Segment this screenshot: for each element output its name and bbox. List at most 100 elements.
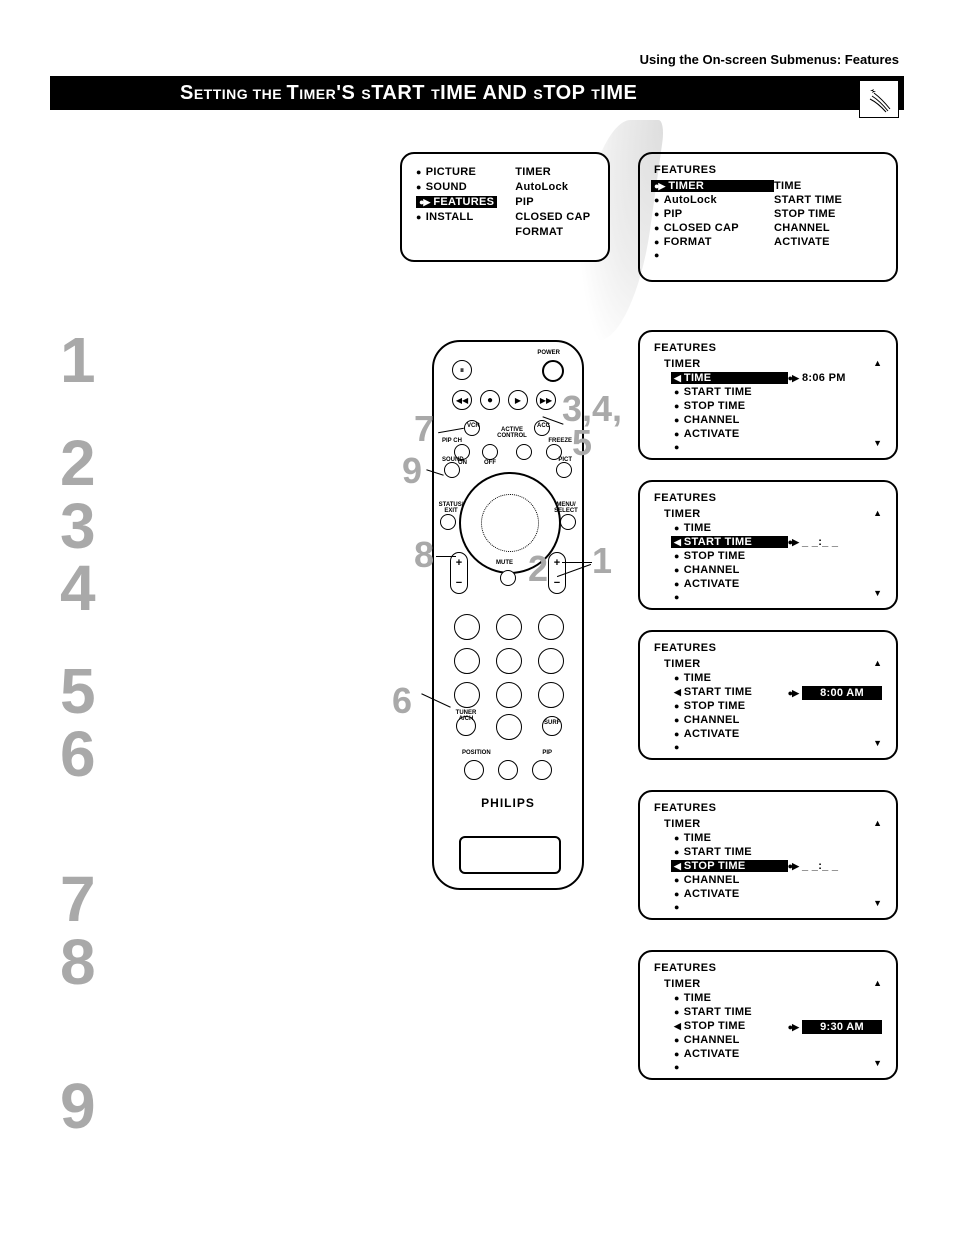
position-label: POSITION bbox=[462, 750, 491, 756]
step-6: 6 bbox=[60, 724, 96, 785]
feat-item: ◀ STOP TIME bbox=[674, 1020, 788, 1032]
box-title: FEATURES bbox=[654, 962, 882, 974]
step-5: 5 bbox=[60, 661, 96, 722]
feat-value: ●▶ 8:00 AM bbox=[788, 686, 882, 700]
box-subtitle: TIMER bbox=[664, 658, 882, 670]
up-arrow-icon: ▲ bbox=[873, 658, 882, 668]
num-0[interactable] bbox=[496, 714, 522, 740]
submenu-item: PIP bbox=[515, 196, 590, 208]
mute-button[interactable] bbox=[500, 570, 516, 586]
num-3[interactable] bbox=[538, 614, 564, 640]
pip-center-button[interactable] bbox=[498, 760, 518, 780]
nav-ring-inner bbox=[481, 494, 539, 552]
active-control-label: ACTIVECONTROL bbox=[492, 427, 532, 439]
callout-8: 8 bbox=[414, 534, 434, 576]
box-title: FEATURES bbox=[654, 642, 882, 654]
num-5[interactable] bbox=[496, 648, 522, 674]
num-1[interactable] bbox=[454, 614, 480, 640]
surf-button[interactable] bbox=[542, 716, 562, 736]
main-menu-left: ● PICTURE● SOUND●▶ FEATURES● INSTALL bbox=[416, 166, 497, 238]
left-rocker[interactable]: +− bbox=[450, 552, 468, 594]
down-arrow-icon: ▼ bbox=[873, 588, 882, 598]
feat-item: ● CHANNEL bbox=[674, 714, 788, 726]
feat-right-item: ACTIVATE bbox=[774, 236, 842, 248]
box-subtitle: TIMER bbox=[664, 508, 882, 520]
feat-value: ●▶ _ _:_ _ bbox=[788, 860, 882, 872]
pause-button[interactable]: ⏸ bbox=[452, 360, 472, 380]
box-subtitle: TIMER bbox=[664, 358, 882, 370]
feat-item: ● ACTIVATE bbox=[674, 1048, 788, 1060]
feat-item: ● CHANNEL bbox=[674, 1034, 788, 1046]
feat-item: ● TIME bbox=[674, 672, 788, 684]
num-7[interactable] bbox=[454, 682, 480, 708]
feat-right-item: CHANNEL bbox=[774, 222, 842, 234]
up-arrow-icon: ▲ bbox=[873, 818, 882, 828]
callout-line-8 bbox=[436, 556, 456, 557]
feat-item: ● FORMAT bbox=[654, 236, 774, 248]
feat-item: ◀ STOP TIME bbox=[671, 860, 788, 872]
menu-item: ● PICTURE bbox=[416, 166, 497, 178]
record-button[interactable]: ● bbox=[480, 390, 500, 410]
callout-6: 6 bbox=[392, 680, 412, 722]
feat-item: ● AutoLock bbox=[654, 194, 774, 206]
feat-item: ● TIME bbox=[674, 522, 788, 534]
step-2: 2 bbox=[60, 433, 96, 494]
power-button[interactable] bbox=[542, 360, 564, 382]
pip-label: PIP bbox=[542, 750, 552, 756]
feat-value: ●▶ 9:30 AM bbox=[788, 1020, 882, 1034]
page-title-bar: SETTING THE TIMER'S START TIME AND STOP … bbox=[50, 76, 904, 110]
menu-label: MENU/ SELECT bbox=[550, 502, 582, 514]
down-arrow-icon: ▼ bbox=[873, 898, 882, 908]
features-box-4: FEATURESTIMER● TIME● START TIME◀ STOP TI… bbox=[638, 790, 898, 920]
feat-item: ◀ START TIME bbox=[671, 536, 788, 548]
feat-item: ●▶ TIMER bbox=[651, 180, 774, 192]
submenu-item: TIMER bbox=[515, 166, 590, 178]
num-8[interactable] bbox=[496, 682, 522, 708]
features-box-0: FEATURES●▶ TIMER● AutoLock● PIP● CLOSED … bbox=[638, 152, 898, 282]
menu-select-button[interactable] bbox=[560, 514, 576, 530]
feat-value: ●▶ _ _:_ _ bbox=[788, 536, 882, 548]
features-box-1: FEATURESTIMER◀ TIME● START TIME● STOP TI… bbox=[638, 330, 898, 460]
callout-line-1 bbox=[562, 562, 592, 563]
num-6[interactable] bbox=[538, 648, 564, 674]
rewind-button[interactable]: ◀◀ bbox=[452, 390, 472, 410]
play-button[interactable]: ▶ bbox=[508, 390, 528, 410]
pip-right-button[interactable] bbox=[532, 760, 552, 780]
tuner-label: TUNER A/CH bbox=[452, 710, 480, 722]
menu-item: ● INSTALL bbox=[416, 211, 497, 223]
ffwd-button[interactable]: ▶▶ bbox=[536, 390, 556, 410]
feat-item: ● bbox=[654, 250, 774, 260]
step-numbers-column: 1 2 3 4 5 6 7 8 9 bbox=[60, 330, 96, 1139]
submenu-item: CLOSED CAP bbox=[515, 211, 590, 223]
sound-button[interactable] bbox=[444, 462, 460, 478]
feat-item: ● CHANNEL bbox=[674, 414, 788, 426]
step-8: 8 bbox=[60, 932, 96, 993]
features-box-3: FEATURESTIMER● TIME◀ START TIME● STOP TI… bbox=[638, 630, 898, 760]
feat-item: ● START TIME bbox=[674, 1006, 788, 1018]
feat-right-item: TIME bbox=[774, 180, 842, 192]
feat-item: ● bbox=[674, 742, 788, 752]
num-4[interactable] bbox=[454, 648, 480, 674]
position-button[interactable] bbox=[464, 760, 484, 780]
step-7: 7 bbox=[60, 869, 96, 930]
feat-item: ● bbox=[674, 442, 788, 452]
feat-item: ● STOP TIME bbox=[674, 550, 788, 562]
submenu-item: FORMAT bbox=[515, 226, 590, 238]
feat-item: ● bbox=[674, 902, 788, 912]
ac-button[interactable] bbox=[516, 444, 532, 460]
num-9[interactable] bbox=[538, 682, 564, 708]
off-button[interactable] bbox=[482, 444, 498, 460]
feat-item: ● TIME bbox=[674, 992, 788, 1004]
down-arrow-icon: ▼ bbox=[873, 738, 882, 748]
num-2[interactable] bbox=[496, 614, 522, 640]
down-arrow-icon: ▼ bbox=[873, 438, 882, 448]
feat-item: ● TIME bbox=[674, 832, 788, 844]
header-breadcrumb: Using the On-screen Submenus: Features bbox=[640, 52, 899, 67]
brand-logo: PHILIPS bbox=[434, 796, 582, 810]
feat-item: ● CHANNEL bbox=[674, 874, 788, 886]
status-exit-button[interactable] bbox=[440, 514, 456, 530]
pict-button[interactable] bbox=[556, 462, 572, 478]
down-arrow-icon: ▼ bbox=[873, 1058, 882, 1068]
menu-item: ●▶ FEATURES bbox=[416, 196, 497, 208]
box-title: FEATURES bbox=[654, 802, 882, 814]
